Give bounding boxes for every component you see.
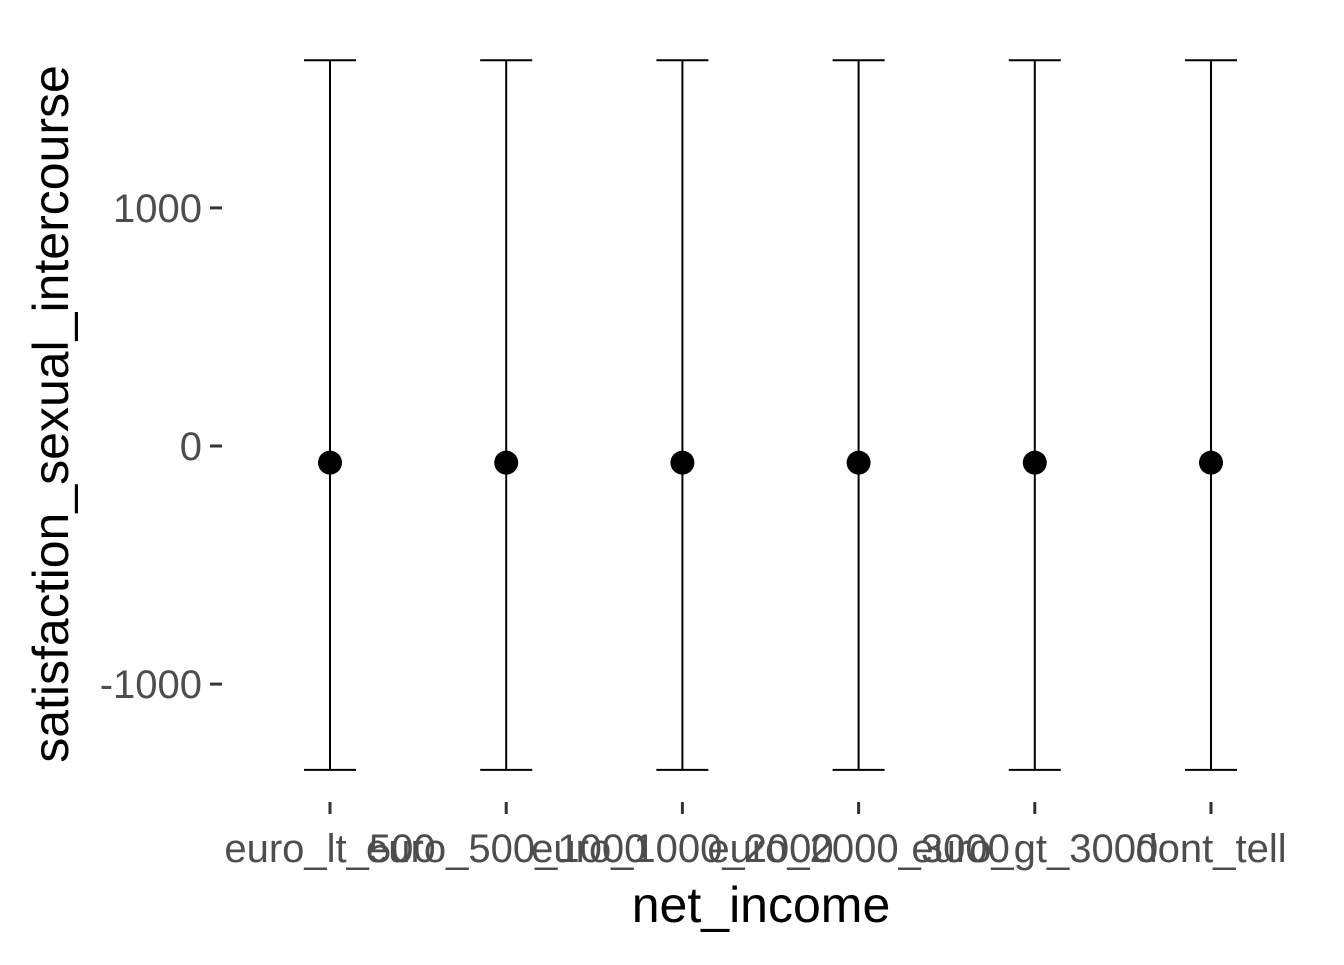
y-tick-label: 0 [180, 425, 202, 469]
x-axis-title: net_income [632, 877, 891, 933]
point-layer [318, 450, 1223, 475]
x-tick-label: euro_gt_3000 [911, 827, 1158, 871]
errorbar [1008, 59, 1061, 771]
data-point [494, 450, 519, 475]
x-tick-label: euro_2000_3000 [707, 827, 1010, 871]
y-tick-label: 1000 [113, 187, 202, 231]
data-point [1199, 450, 1223, 475]
errorbar [832, 59, 885, 771]
errorbar [656, 59, 709, 771]
x-tick-label: euro_lt_500 [224, 827, 435, 871]
x-tick-label: euro_1000_2000 [531, 827, 834, 871]
y-axis: -1000 0 1000 [100, 187, 222, 707]
data-point [846, 450, 871, 475]
y-tick-label: -1000 [100, 663, 202, 707]
x-tick-label: euro_500_1000 [366, 827, 646, 871]
data-point [318, 450, 342, 475]
errorbar [480, 59, 533, 771]
errorbar [1185, 59, 1237, 771]
x-tick-label: dont_tell [1135, 827, 1286, 871]
data-point [1022, 450, 1047, 475]
y-axis-title: satisfaction_sexual_intercourse [23, 65, 79, 763]
errorbar [304, 59, 356, 771]
data-point [670, 450, 695, 475]
x-axis: euro_lt_500euro_500_1000euro_1000_2000eu… [224, 802, 1287, 871]
errorbar-layer [304, 59, 1237, 771]
